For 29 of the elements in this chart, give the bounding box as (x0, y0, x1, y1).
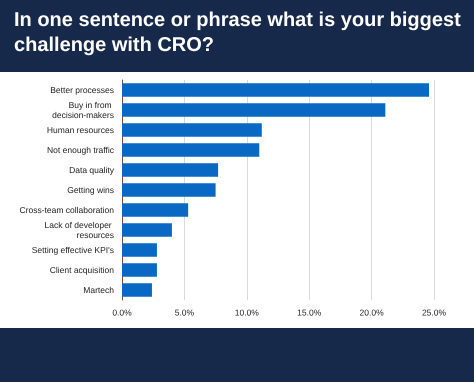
y-tick-label: Setting effective KPI's (32, 245, 114, 255)
bar (122, 83, 430, 97)
y-tick-label: Better processes (50, 85, 114, 95)
bar (122, 123, 262, 137)
bar (122, 223, 172, 237)
x-tick-label: 0.0% (112, 308, 132, 318)
y-tick-label: Data quality (69, 165, 115, 175)
x-tick-label: 10.0% (234, 308, 260, 318)
chart-title: In one sentence or phrase what is your biggest challenge with CRO? (14, 8, 462, 58)
y-tick-label: Martech (83, 285, 114, 295)
bar (122, 183, 216, 197)
bar (122, 263, 157, 277)
bar (122, 203, 188, 217)
y-tick-label: Buy in from decision-makers (52, 100, 114, 120)
bar (122, 243, 157, 257)
bar (122, 163, 218, 177)
y-tick-label: Human resources (46, 125, 114, 135)
y-tick-label: Not enough traffic (47, 145, 115, 155)
x-tick-label: 25.0% (422, 308, 446, 318)
y-tick-label: Client acquisition (50, 265, 114, 275)
bar (122, 283, 152, 297)
x-tick-label: 20.0% (360, 308, 384, 318)
bar (122, 103, 386, 117)
y-tick-label: Cross-team collaboration (20, 205, 114, 215)
x-tick-label: 5.0% (174, 308, 195, 318)
y-tick-label: Lack of developer resources (44, 220, 114, 240)
y-tick-label: Getting wins (67, 185, 114, 195)
x-tick-label: 15.0% (297, 308, 322, 318)
bar (122, 143, 260, 157)
